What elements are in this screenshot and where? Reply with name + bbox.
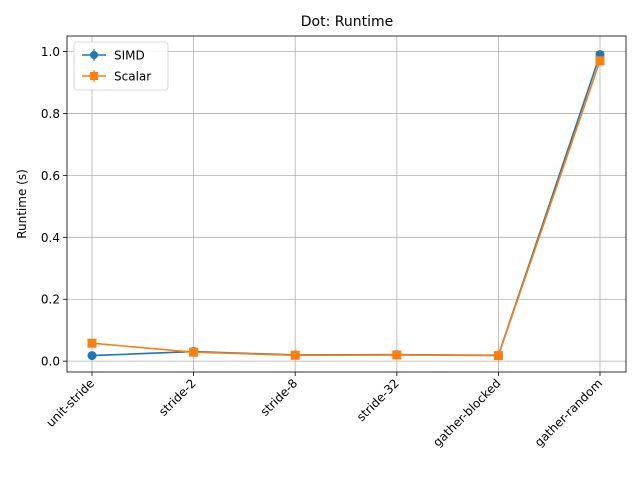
y-axis: 0.0 0.2 0.4 0.6 0.8 1.0 — [41, 45, 67, 369]
y-tick-label: 0.0 — [41, 355, 60, 369]
y-axis-label: Runtime (s) — [15, 169, 29, 239]
data-point — [392, 350, 402, 360]
legend-marker — [90, 72, 98, 80]
series-layer — [87, 50, 605, 361]
y-tick-label: 0.6 — [41, 169, 60, 183]
legend-item: Scalar — [82, 70, 151, 84]
data-point — [595, 56, 605, 66]
series-scalar — [87, 56, 605, 361]
chart-title: Dot: Runtime — [301, 14, 393, 30]
data-point — [290, 350, 300, 360]
legend: SIMD Scalar — [73, 41, 169, 91]
legend-marker — [90, 51, 98, 59]
series-line — [91, 60, 601, 357]
legend-label: Scalar — [114, 70, 151, 84]
data-point — [87, 351, 97, 361]
grid — [67, 36, 626, 372]
legend-item: SIMD — [82, 49, 145, 63]
y-tick-label: 1.0 — [41, 45, 60, 59]
plot-frame — [66, 35, 627, 373]
data-point — [493, 351, 503, 361]
data-point — [189, 347, 199, 357]
y-tick-label: 0.4 — [41, 231, 60, 245]
data-point — [87, 338, 97, 348]
y-tick-label: 0.8 — [41, 107, 60, 121]
y-tick-label: 0.2 — [41, 293, 60, 307]
legend-label: SIMD — [114, 49, 145, 63]
